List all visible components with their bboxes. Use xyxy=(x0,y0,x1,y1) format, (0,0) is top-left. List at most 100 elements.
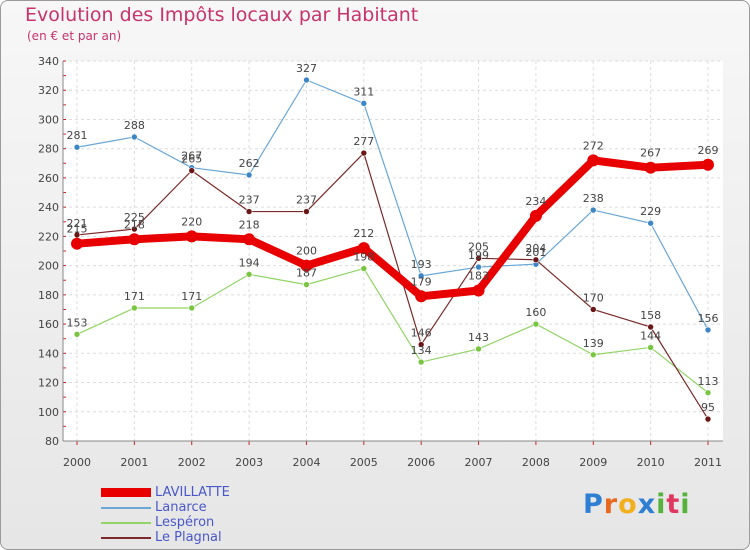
data-label-lavillatte: 218 xyxy=(239,218,260,231)
data-point-lesperon xyxy=(532,320,540,328)
x-tick-label: 2005 xyxy=(350,456,378,469)
x-tick-label: 2006 xyxy=(407,456,435,469)
y-tick-label: 200 xyxy=(38,260,59,273)
legend-swatch-lesperon xyxy=(101,522,151,524)
legend-swatch-lanarce xyxy=(101,507,151,509)
data-label-lanarce: 281 xyxy=(67,129,88,142)
logo-letter: o xyxy=(618,489,638,520)
y-tick-label: 80 xyxy=(45,435,59,448)
data-label-lanarce: 199 xyxy=(468,249,489,262)
x-tick-label: 2003 xyxy=(235,456,263,469)
data-label-lavillatte: 215 xyxy=(67,223,88,236)
data-point-le-plagnal xyxy=(704,415,712,423)
data-label-lesperon: 143 xyxy=(468,331,489,344)
data-label-lanarce: 311 xyxy=(353,85,374,98)
y-tick-label: 100 xyxy=(38,406,59,419)
series-line-lesperon xyxy=(76,267,709,394)
data-label-le-plagnal: 204 xyxy=(525,242,546,255)
data-label-lanarce: 193 xyxy=(411,258,432,271)
chart-title: Evolution des Impôts locaux par Habitant xyxy=(25,4,419,26)
data-point-lavillatte xyxy=(644,161,657,174)
logo-letter: r xyxy=(603,489,619,520)
data-point-le-plagnal xyxy=(360,149,368,157)
x-tick-label: 2004 xyxy=(292,456,320,469)
x-tick-label: 2000 xyxy=(63,456,91,469)
x-tick-label: 2008 xyxy=(522,456,550,469)
data-point-lavillatte xyxy=(357,242,370,255)
data-point-lesperon xyxy=(131,304,138,312)
data-label-lesperon: 144 xyxy=(640,329,661,342)
data-label-lavillatte: 200 xyxy=(296,245,317,258)
y-tick-label: 220 xyxy=(38,230,59,243)
data-label-lavillatte: 220 xyxy=(181,215,202,228)
data-label-lanarce: 238 xyxy=(583,192,604,205)
data-point-lavillatte xyxy=(415,290,428,303)
data-label-le-plagnal: 205 xyxy=(468,240,489,253)
y-tick-label: 240 xyxy=(38,201,59,214)
data-point-lesperon xyxy=(73,331,81,338)
data-label-lesperon: 113 xyxy=(698,375,719,388)
data-label-le-plagnal: 237 xyxy=(239,194,260,207)
data-point-le-plagnal xyxy=(647,323,654,331)
x-tick-label: 2009 xyxy=(579,456,607,469)
data-point-le-plagnal xyxy=(188,167,196,174)
data-point-lesperon xyxy=(303,281,310,288)
data-point-lesperon xyxy=(704,389,712,397)
data-point-lanarce xyxy=(475,263,482,271)
legend-label-lanarce: Lanarce xyxy=(155,500,207,515)
data-label-lavillatte: 212 xyxy=(353,227,374,240)
data-point-lanarce xyxy=(704,326,712,334)
data-label-lavillatte: 267 xyxy=(640,147,661,160)
data-label-le-plagnal: 170 xyxy=(583,291,604,304)
legend-swatch-le-plagnal xyxy=(101,537,151,539)
x-tick-label: 2002 xyxy=(178,456,206,469)
x-tick-label: 2010 xyxy=(637,456,665,469)
data-label-le-plagnal: 225 xyxy=(124,211,145,224)
y-tick-label: 120 xyxy=(38,377,59,390)
data-point-lavillatte xyxy=(71,237,83,250)
data-point-lesperon xyxy=(647,344,654,351)
chart-subtitle: (en € et par an) xyxy=(27,29,122,43)
x-tick-label: 2011 xyxy=(694,456,722,469)
logo-letter: i xyxy=(680,489,691,520)
logo-letter: i xyxy=(656,489,667,520)
data-point-lavillatte xyxy=(472,284,485,297)
data-label-lavillatte: 218 xyxy=(124,218,145,231)
data-point-lesperon xyxy=(188,304,196,312)
data-label-le-plagnal: 95 xyxy=(701,401,715,414)
legend-label-lesperon: Lespéron xyxy=(155,515,215,530)
data-label-le-plagnal: 146 xyxy=(411,327,432,340)
data-point-le-plagnal xyxy=(532,256,540,264)
data-label-lesperon: 134 xyxy=(411,344,432,357)
data-label-lavillatte: 183 xyxy=(468,269,489,282)
data-label-lavillatte: 234 xyxy=(525,195,546,208)
data-label-lanarce: 229 xyxy=(640,205,661,218)
data-point-lavillatte xyxy=(128,233,141,246)
y-tick-label: 180 xyxy=(38,289,59,302)
data-point-lavillatte xyxy=(702,158,714,171)
data-point-lesperon xyxy=(360,265,368,272)
data-label-lesperon: 153 xyxy=(67,316,88,329)
data-label-lavillatte: 179 xyxy=(411,275,432,288)
data-point-lanarce xyxy=(303,76,310,84)
data-point-lesperon xyxy=(417,358,425,366)
data-point-lesperon xyxy=(475,345,482,353)
data-point-lesperon xyxy=(245,271,253,278)
legend-label-le-plagnal: Le Plagnal xyxy=(155,530,222,545)
data-point-lanarce xyxy=(417,272,425,280)
data-label-lavillatte: 272 xyxy=(583,139,604,152)
data-label-le-plagnal: 237 xyxy=(296,194,317,207)
data-label-lesperon: 198 xyxy=(353,251,374,264)
series-line-lanarce xyxy=(76,79,709,331)
data-label-lesperon: 187 xyxy=(296,267,317,280)
data-point-le-plagnal xyxy=(303,208,310,215)
series-line-lavillatte xyxy=(73,156,712,301)
legend-swatch-lavillatte xyxy=(101,488,151,497)
legend-label-lavillatte: LAVILLATTE xyxy=(155,485,230,500)
y-tick-label: 280 xyxy=(38,143,59,156)
y-tick-label: 340 xyxy=(38,55,59,68)
data-point-lavillatte xyxy=(185,230,198,243)
data-point-lavillatte xyxy=(300,259,313,272)
